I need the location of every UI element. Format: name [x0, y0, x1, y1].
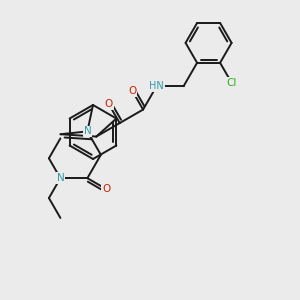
- Text: O: O: [128, 86, 136, 96]
- Text: N: N: [83, 126, 91, 136]
- Text: O: O: [105, 99, 113, 110]
- Text: O: O: [102, 184, 110, 194]
- Text: HN: HN: [149, 81, 164, 91]
- Text: N: N: [56, 173, 64, 183]
- Text: Cl: Cl: [226, 78, 237, 88]
